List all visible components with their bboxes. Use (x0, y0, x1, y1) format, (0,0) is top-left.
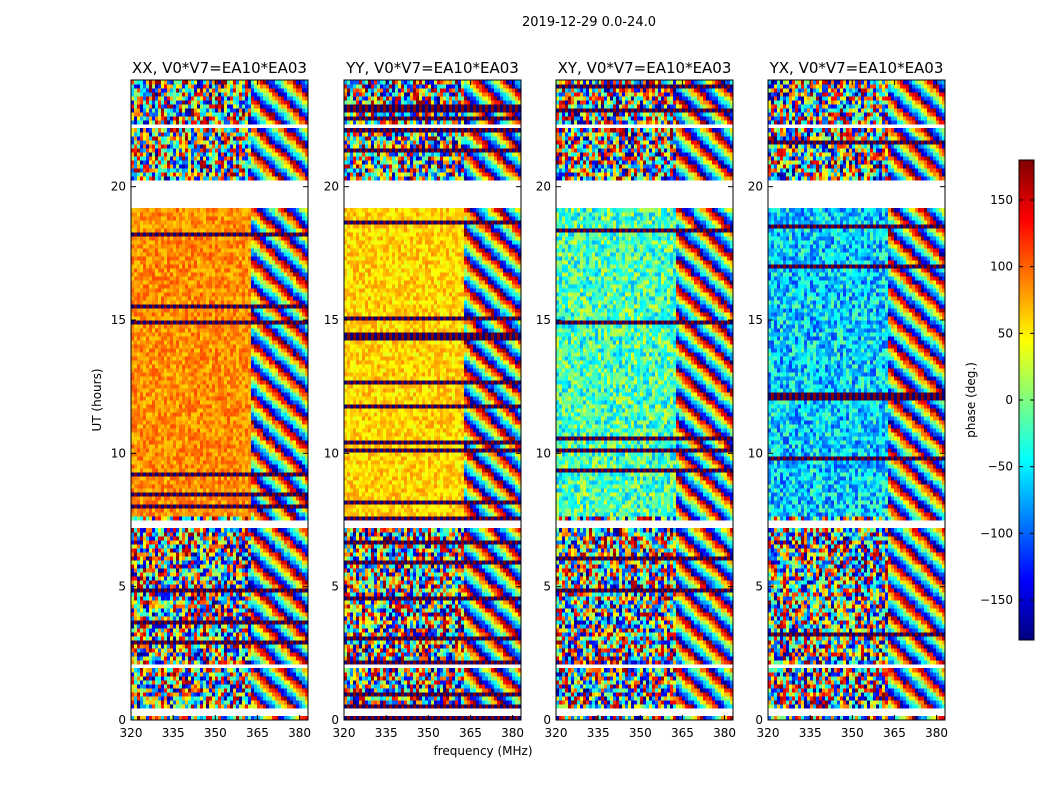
y-tick-label: 5 (543, 580, 551, 594)
y-tick-label: 15 (536, 313, 551, 327)
colorbar-tick-label: 100 (990, 260, 1013, 274)
y-tick-label: 0 (755, 713, 763, 727)
y-tick-label: 10 (536, 446, 551, 460)
x-tick-label: 365 (246, 726, 269, 740)
colorbar-tick-label: −50 (988, 460, 1013, 474)
panel-title: XY, V0*V7=EA10*EA03 (558, 59, 732, 77)
y-tick-label: 10 (748, 446, 763, 460)
x-tick-label: 350 (204, 726, 227, 740)
y-tick-label: 5 (755, 580, 763, 594)
x-tick-label: 320 (545, 726, 568, 740)
x-axis-label: frequency (MHz) (433, 744, 532, 758)
y-tick-label: 0 (331, 713, 339, 727)
colorbar-tick-label: −100 (980, 526, 1013, 540)
x-tick-label: 335 (587, 726, 610, 740)
x-tick-label: 380 (501, 726, 524, 740)
colorbar: −150 −100 −50 0 50 100 150 phase (deg.) (964, 160, 1034, 640)
colorbar-tick-label: 50 (998, 326, 1013, 340)
x-tick-label: 350 (841, 726, 864, 740)
figure-title: 2019-12-29 0.0-24.0 (522, 15, 656, 30)
colorbar-tick-label: −150 (980, 593, 1013, 607)
colorbar-label: phase (deg.) (964, 362, 978, 438)
x-tick-label: 380 (713, 726, 736, 740)
x-tick-label: 320 (120, 726, 143, 740)
panel-title: XX, V0*V7=EA10*EA03 (132, 59, 307, 77)
heatmap-cells (344, 80, 521, 720)
heatmap-cells (556, 80, 733, 720)
panel-1: XX, V0*V7=EA10*EA03 320 335 350 365 380 0 5 10 15… (90, 59, 311, 740)
x-tick-label: 320 (333, 726, 356, 740)
heatmap-cells (131, 80, 308, 720)
x-tick-label: 365 (883, 726, 906, 740)
y-axis-label: UT (hours) (90, 368, 104, 431)
x-tick-label: 380 (925, 726, 948, 740)
x-tick-label: 350 (417, 726, 440, 740)
y-tick-label: 10 (324, 446, 339, 460)
y-tick-label: 20 (324, 180, 339, 194)
panel-3: XY, V0*V7=EA10*EA03 320 335 350 365 380 0 5 10 15… (536, 59, 736, 740)
panel-title: YX, V0*V7=EA10*EA03 (769, 59, 944, 77)
figure: 2019-12-29 0.0-24.0 XX, V0*V7=EA10*EA03 3… (0, 0, 1050, 800)
x-tick-label: 380 (288, 726, 311, 740)
x-tick-label: 350 (629, 726, 652, 740)
x-tick-label: 335 (375, 726, 398, 740)
panel-2: YY, V0*V7=EA10*EA03 320 335 350 365 380 0 5 10 15… (324, 59, 533, 758)
y-tick-label: 5 (331, 580, 339, 594)
x-tick-label: 335 (799, 726, 822, 740)
y-tick-label: 5 (118, 580, 126, 594)
y-tick-label: 15 (324, 313, 339, 327)
x-tick-label: 365 (459, 726, 482, 740)
panel-4: YX, V0*V7=EA10*EA03 320 335 350 365 380 0 5 10 15… (748, 59, 948, 740)
colorbar-tick-label: 150 (990, 193, 1013, 207)
heatmap-cells (768, 80, 945, 720)
y-tick-label: 0 (118, 713, 126, 727)
y-tick-label: 10 (111, 446, 126, 460)
x-tick-label: 320 (757, 726, 780, 740)
x-tick-label: 365 (671, 726, 694, 740)
colorbar-tick-label: 0 (1005, 393, 1013, 407)
y-tick-label: 0 (543, 713, 551, 727)
panel-title: YY, V0*V7=EA10*EA03 (345, 59, 519, 77)
y-tick-label: 15 (111, 313, 126, 327)
y-tick-label: 20 (748, 180, 763, 194)
y-tick-label: 20 (111, 180, 126, 194)
x-tick-label: 335 (162, 726, 185, 740)
y-tick-label: 15 (748, 313, 763, 327)
y-tick-label: 20 (536, 180, 551, 194)
